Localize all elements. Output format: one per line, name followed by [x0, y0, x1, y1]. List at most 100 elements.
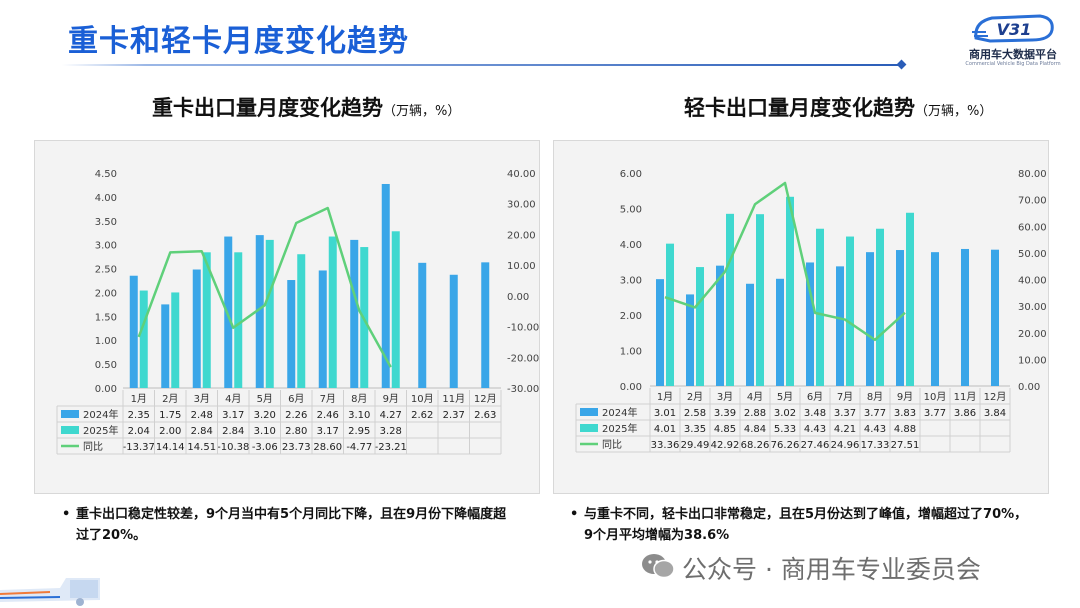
heavy-x-tick-label: 2月: [162, 393, 178, 405]
heavy-bar-2025: [391, 231, 400, 388]
light-data-label: 27.46: [801, 440, 830, 451]
truck-logo-icon: V31: [972, 14, 1054, 43]
logo-mark-text: V31: [997, 20, 1032, 39]
heavy-bar-2024: [192, 269, 201, 388]
heavy-x-tick-label: 9月: [383, 393, 399, 405]
light-data-label: 3.35: [684, 424, 706, 435]
heavy-chart-panel: 0.00 0.50 1.00 1.50 2.00 2.50 3.00 3.50 4.00 4.50…: [34, 140, 540, 494]
light-x-tick-label: 7月: [837, 391, 853, 403]
light-data-label: 4.43: [864, 424, 886, 435]
light-y-right-tick: 60.00: [1018, 222, 1047, 233]
light-y-right-tick: 20.00: [1018, 329, 1047, 340]
light-data-label: 3.77: [864, 408, 886, 419]
light-chart-unit: （万辆，%）: [915, 104, 993, 119]
heavy-x-tick-label: 1月: [131, 393, 147, 405]
heavy-data-label: -3.06: [252, 442, 278, 453]
heavy-y-right-tick: -20.00: [507, 353, 539, 364]
heavy-bar-2025: [202, 252, 211, 388]
light-y-left-tick: 1.00: [620, 347, 642, 358]
light-data-label: 4.01: [654, 424, 676, 435]
heavy-x-tick-label: 10月: [411, 393, 434, 405]
light-bar-2025: [816, 228, 824, 386]
heavy-yoy-line: [137, 206, 392, 368]
heavy-data-label: 3.17: [222, 410, 244, 421]
light-x-tick-label: 5月: [777, 391, 793, 403]
light-x-tick-label: 4月: [747, 391, 763, 403]
light-bar-2025: [786, 196, 794, 386]
heavy-data-label: 4.27: [380, 410, 402, 421]
heavy-bar-2024: [318, 270, 327, 388]
heavy-x-tick-label: 6月: [288, 393, 304, 405]
heavy-bar-2025: [139, 290, 148, 388]
light-data-label: 29.49: [681, 440, 710, 451]
heavy-y-right-tick: -30.00: [507, 384, 539, 395]
light-bar-2025: [876, 228, 884, 386]
heavy-chart-title-text: 重卡出口量月度变化趋势: [152, 96, 383, 120]
heavy-data-label: 2.00: [159, 426, 181, 437]
light-y-left-tick: 3.00: [620, 276, 642, 287]
light-bar-2025: [666, 243, 674, 386]
heavy-bar-2025: [171, 292, 180, 388]
light-bar-2024: [931, 252, 939, 386]
light-y-right-tick: 80.00: [1018, 169, 1047, 180]
heavy-bar-2025: [234, 252, 243, 388]
light-x-tick-label: 9月: [897, 391, 913, 403]
light-y-right-tick: 30.00: [1018, 302, 1047, 313]
heavy-bar-2024: [287, 280, 296, 388]
light-x-tick-label: 3月: [717, 391, 733, 403]
light-legend-swatch: [580, 424, 598, 432]
heavy-y-left-tick: 1.00: [95, 336, 117, 347]
light-bar-2025: [726, 213, 734, 386]
light-data-label: 3.48: [804, 408, 826, 419]
light-x-tick-label: 12月: [984, 391, 1007, 403]
heavy-x-tick-label: 5月: [257, 393, 273, 405]
heavy-y-left-tick: 3.50: [95, 217, 117, 228]
heavy-y-right-tick: 40.00: [507, 169, 536, 180]
heavy-y-left-tick: 1.50: [95, 312, 117, 323]
light-data-label: 2.58: [684, 408, 706, 419]
light-bar-2024: [836, 266, 844, 386]
light-data-label: 3.02: [774, 408, 796, 419]
light-bar-2024: [806, 262, 814, 386]
light-bar-2024: [961, 248, 969, 386]
heavy-y-right-tick: 30.00: [507, 200, 536, 211]
light-yoy-line: [664, 181, 906, 342]
heavy-data-label: 3.10: [254, 426, 276, 437]
heavy-data-label: 2.95: [348, 426, 370, 437]
watermark-text: 公众号 · 商用车专业委员会: [682, 555, 981, 584]
heavy-data-label: 2.63: [474, 410, 496, 421]
heavy-legend-label: 同比: [83, 441, 103, 453]
title-underline: [62, 64, 904, 66]
heavy-chart-note: • 重卡出口稳定性较差，9个月当中有5个月同比下降，且在9月份下降幅度超过了20%…: [62, 507, 507, 543]
light-data-label: 17.33: [861, 440, 890, 451]
heavy-data-label: 2.62: [411, 410, 433, 421]
light-data-label: 42.92: [711, 440, 740, 451]
heavy-y-right-tick: -10.00: [507, 323, 539, 334]
light-y-right-tick: 70.00: [1018, 196, 1047, 207]
heavy-chart-svg: 0.00 0.50 1.00 1.50 2.00 2.50 3.00 3.50 4.00 4.50…: [56, 169, 539, 455]
heavy-y-left-tick: 4.50: [95, 169, 117, 180]
heavy-y-right-tick: 20.00: [507, 230, 536, 241]
light-data-label: 3.37: [834, 408, 856, 419]
heavy-data-label: 2.80: [285, 426, 307, 437]
light-data-label: 3.84: [984, 408, 1006, 419]
light-chart-svg: 0.00 1.00 2.00 3.00 4.00 5.00 6.00 0.00 10.00 20.…: [575, 169, 1047, 453]
heavy-bar-2024: [224, 236, 233, 388]
light-legend-label: 2024年: [602, 406, 637, 419]
light-chart-note-text: 与重卡不同，轻卡出口非常稳定，且在5月份达到了峰值，增幅超过了70%，9个月平均…: [584, 507, 1028, 543]
heavy-legend-swatch: [61, 410, 79, 418]
light-y-left-tick: 0.00: [620, 382, 642, 393]
light-x-tick-label: 8月: [867, 391, 883, 403]
heavy-data-label: 2.04: [128, 426, 150, 437]
light-data-label: 3.83: [894, 408, 916, 419]
truck-decoration-icon: [0, 578, 100, 606]
heavy-bar-2024: [350, 239, 359, 388]
light-x-tick-label: 2月: [687, 391, 703, 403]
heavy-legend-swatch: [61, 426, 79, 434]
light-data-label: 2.88: [744, 408, 766, 419]
light-chart-title-text: 轻卡出口量月度变化趋势: [684, 96, 915, 120]
heavy-legend-label: 2024年: [83, 408, 118, 421]
light-y-left-tick: 5.00: [620, 205, 642, 216]
light-y-right-tick: 50.00: [1018, 249, 1047, 260]
light-x-tick-label: 11月: [954, 391, 977, 403]
